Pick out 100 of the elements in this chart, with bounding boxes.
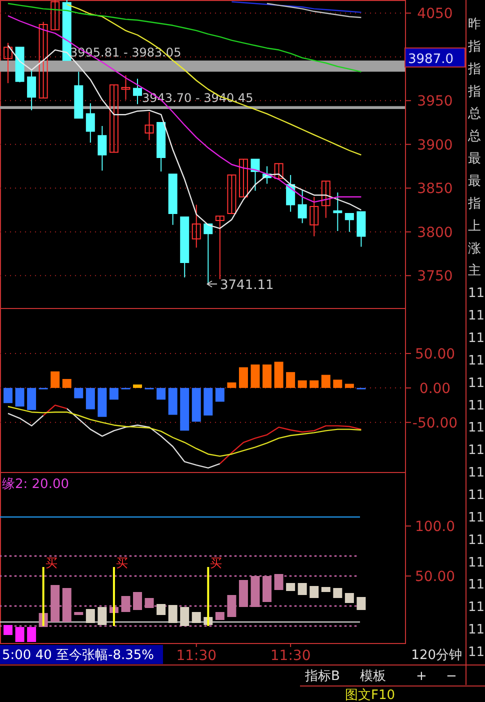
line-series <box>7 406 362 457</box>
bar <box>180 388 190 431</box>
y-tick-label: 50.00 <box>414 569 456 585</box>
text: 最 <box>468 152 481 167</box>
bar <box>298 380 307 388</box>
y-tick-label: 50.00 <box>414 346 456 362</box>
candlestick <box>333 192 342 232</box>
candlestick <box>238 158 248 198</box>
candlestick <box>27 70 36 111</box>
annotation: 买 <box>45 556 58 570</box>
bar <box>15 627 24 642</box>
bar <box>156 604 166 615</box>
text: 11 <box>468 622 485 638</box>
text: 11 <box>468 398 485 414</box>
text: 11 <box>468 331 485 346</box>
text: 总 <box>467 106 481 122</box>
annotation: 买 <box>210 556 222 570</box>
text: 图文F10 <box>345 688 396 702</box>
text: 指 <box>467 62 481 77</box>
bar <box>238 367 248 388</box>
text: 指 <box>467 39 481 54</box>
bar <box>42 567 44 626</box>
text: 11 <box>468 376 485 391</box>
y-tick-label: 0.00 <box>419 380 451 397</box>
bar <box>15 388 24 407</box>
bar <box>321 374 330 388</box>
bar <box>227 595 236 617</box>
candlestick <box>298 189 307 224</box>
bar <box>310 380 319 388</box>
text: 11 <box>468 555 485 570</box>
bar <box>50 371 60 388</box>
bar <box>133 592 142 610</box>
bar <box>62 588 72 622</box>
candlestick <box>286 174 296 212</box>
bar <box>215 388 224 402</box>
bar <box>333 588 342 598</box>
y-tick-label: 3900 <box>417 137 453 154</box>
y-tick-label: -50.00 <box>412 415 458 432</box>
bar <box>204 388 213 416</box>
bar <box>109 388 118 400</box>
text: 指 <box>467 84 481 100</box>
y-tick-label: 3750 <box>417 268 453 285</box>
line-series <box>266 2 362 18</box>
x-tick-label: 11:30 <box>176 648 217 664</box>
bar <box>98 607 107 625</box>
bar <box>344 384 354 388</box>
x-tick-label: 11:30 <box>270 648 311 664</box>
text: 11 <box>468 443 485 458</box>
candlestick <box>144 112 154 140</box>
candlestick <box>4 42 13 84</box>
bar <box>86 609 95 623</box>
candlestick <box>310 196 319 237</box>
bar <box>156 388 166 400</box>
annotation: 3741.11 <box>220 278 274 293</box>
y-tick-label: 3950 <box>417 94 453 110</box>
text: 涨 <box>468 241 481 256</box>
bar <box>286 372 296 388</box>
bar <box>250 576 260 607</box>
bar <box>207 567 210 626</box>
bar <box>344 593 354 603</box>
annotation: 买 <box>116 556 128 570</box>
text: 11 <box>468 420 485 436</box>
bar <box>321 587 330 592</box>
bar <box>192 388 201 422</box>
candlestick <box>50 0 60 30</box>
bar <box>50 585 60 622</box>
candlestick <box>133 78 142 105</box>
bar <box>227 382 236 388</box>
bar <box>250 364 260 388</box>
text: 昨 <box>468 17 481 32</box>
y-tick-label: 4050 <box>417 6 453 22</box>
candlestick <box>98 126 107 172</box>
bar <box>286 583 296 591</box>
bar <box>262 576 272 602</box>
bar <box>238 580 248 607</box>
candlestick <box>321 180 330 218</box>
text: 11 <box>468 510 485 526</box>
y-tick-label: 100.0 <box>414 519 456 535</box>
bar <box>274 362 284 388</box>
text: 5:00 40 至今张幅-8.35% <box>2 648 154 663</box>
text: 11 <box>468 286 485 302</box>
text: 11 <box>468 308 485 324</box>
y-tick-label: 3800 <box>417 224 453 241</box>
text: 3987.0 <box>408 52 454 67</box>
candlestick <box>109 84 118 153</box>
text: 11 <box>468 532 485 548</box>
bar <box>333 380 342 388</box>
bar <box>168 388 178 415</box>
text: 11 <box>468 466 485 481</box>
bar <box>262 364 272 388</box>
bar <box>27 388 36 410</box>
candlestick <box>215 216 224 280</box>
bar <box>74 388 84 398</box>
bar <box>133 384 142 388</box>
text: 指标B <box>304 669 340 684</box>
candlestick <box>121 74 130 100</box>
text: 11 <box>468 645 485 660</box>
line-series <box>7 2 362 72</box>
candlestick <box>86 102 95 144</box>
bar <box>215 612 224 620</box>
